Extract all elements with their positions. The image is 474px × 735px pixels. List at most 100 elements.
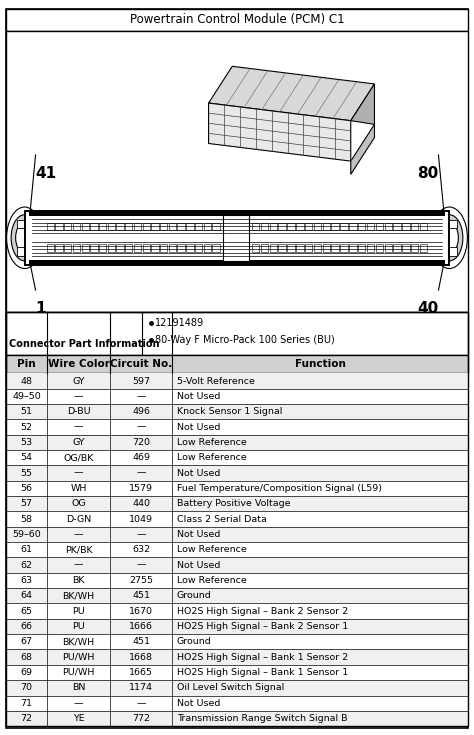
Polygon shape	[209, 103, 351, 161]
Text: 67: 67	[20, 637, 33, 646]
Text: 80: 80	[417, 166, 438, 181]
Bar	[18, 247, 32, 256]
Text: 55: 55	[20, 469, 33, 478]
Text: —: —	[136, 530, 146, 539]
Bar	[6, 450, 468, 465]
Text: 51: 51	[20, 407, 33, 416]
Text: Ground: Ground	[177, 637, 212, 646]
Bar	[411, 223, 419, 230]
Text: 632: 632	[132, 545, 150, 554]
Ellipse shape	[7, 207, 43, 268]
Bar	[6, 312, 468, 355]
Bar	[55, 244, 63, 251]
Text: —: —	[74, 699, 83, 708]
Bar	[420, 223, 428, 230]
Text: 2755: 2755	[129, 576, 153, 585]
Bar	[349, 244, 356, 251]
Bar	[358, 244, 365, 251]
Bar	[384, 244, 392, 251]
Bar	[125, 223, 133, 230]
Bar	[169, 223, 176, 230]
Text: BK/WH: BK/WH	[63, 591, 95, 600]
Bar	[6, 557, 468, 573]
Text: 1579: 1579	[129, 484, 153, 493]
Bar	[331, 244, 339, 251]
Text: 63: 63	[20, 576, 33, 585]
Text: Battery Positive Voltage: Battery Positive Voltage	[177, 499, 291, 509]
Bar	[186, 244, 193, 251]
Text: PU/WH: PU/WH	[63, 668, 95, 677]
Bar	[134, 244, 141, 251]
Bar	[134, 223, 141, 230]
Text: Oil Level Switch Signal: Oil Level Switch Signal	[177, 684, 284, 692]
Bar	[296, 223, 303, 230]
Bar	[6, 512, 468, 527]
Bar	[6, 573, 468, 588]
Bar	[402, 244, 410, 251]
Bar	[212, 223, 220, 230]
Text: 1665: 1665	[129, 668, 153, 677]
Bar	[82, 244, 89, 251]
Text: 5-Volt Reference: 5-Volt Reference	[177, 376, 255, 386]
Text: —: —	[136, 699, 146, 708]
Bar	[331, 223, 339, 230]
Bar	[384, 223, 392, 230]
Bar	[6, 603, 468, 619]
Bar	[46, 223, 54, 230]
Bar	[376, 223, 383, 230]
Text: 57: 57	[20, 499, 33, 509]
Text: 48: 48	[20, 376, 33, 386]
Bar	[177, 223, 185, 230]
Text: OG/BK: OG/BK	[64, 453, 94, 462]
Bar	[6, 389, 468, 404]
Text: Ground: Ground	[177, 591, 212, 600]
Bar	[367, 223, 374, 230]
Text: 72: 72	[20, 714, 33, 723]
Bar	[6, 404, 468, 420]
Text: 469: 469	[132, 453, 150, 462]
Bar	[305, 223, 312, 230]
Bar	[402, 223, 410, 230]
Bar	[340, 223, 348, 230]
Bar	[278, 244, 286, 251]
Text: 68: 68	[20, 653, 33, 662]
Text: D-GN: D-GN	[66, 514, 91, 523]
Bar	[393, 244, 401, 251]
Text: 52: 52	[20, 423, 33, 431]
Bar	[204, 223, 211, 230]
Bar	[420, 244, 428, 251]
Text: —: —	[74, 561, 83, 570]
Text: 1174: 1174	[129, 684, 153, 692]
Bar	[99, 244, 106, 251]
Text: 440: 440	[132, 499, 150, 509]
Text: PK/BK: PK/BK	[65, 545, 92, 554]
Text: Knock Sensor 1 Signal: Knock Sensor 1 Signal	[177, 407, 283, 416]
Bar	[64, 223, 72, 230]
Ellipse shape	[440, 223, 458, 253]
Text: 71: 71	[20, 699, 33, 708]
Text: BK/WH: BK/WH	[63, 637, 95, 646]
Bar	[143, 223, 150, 230]
Text: Pin: Pin	[17, 359, 36, 369]
Text: YE: YE	[73, 714, 84, 723]
Bar	[6, 420, 468, 434]
Text: 1670: 1670	[129, 606, 153, 616]
Text: —: —	[74, 530, 83, 539]
Text: 61: 61	[20, 545, 33, 554]
Text: 66: 66	[20, 622, 33, 631]
Bar	[177, 244, 185, 251]
Text: 12191489: 12191489	[155, 318, 205, 328]
Bar	[340, 244, 348, 251]
Text: —: —	[74, 392, 83, 401]
Bar	[6, 31, 468, 312]
Text: 54: 54	[20, 453, 33, 462]
Bar	[160, 244, 167, 251]
Text: Wire Color: Wire Color	[47, 359, 109, 369]
Bar	[29, 259, 445, 265]
Text: 496: 496	[132, 407, 150, 416]
Ellipse shape	[431, 207, 467, 268]
Bar	[46, 244, 54, 251]
Text: HO2S High Signal – Bank 2 Sensor 1: HO2S High Signal – Bank 2 Sensor 1	[177, 622, 348, 631]
Bar	[117, 244, 124, 251]
Text: HO2S High Signal – Bank 2 Sensor 2: HO2S High Signal – Bank 2 Sensor 2	[177, 606, 348, 616]
